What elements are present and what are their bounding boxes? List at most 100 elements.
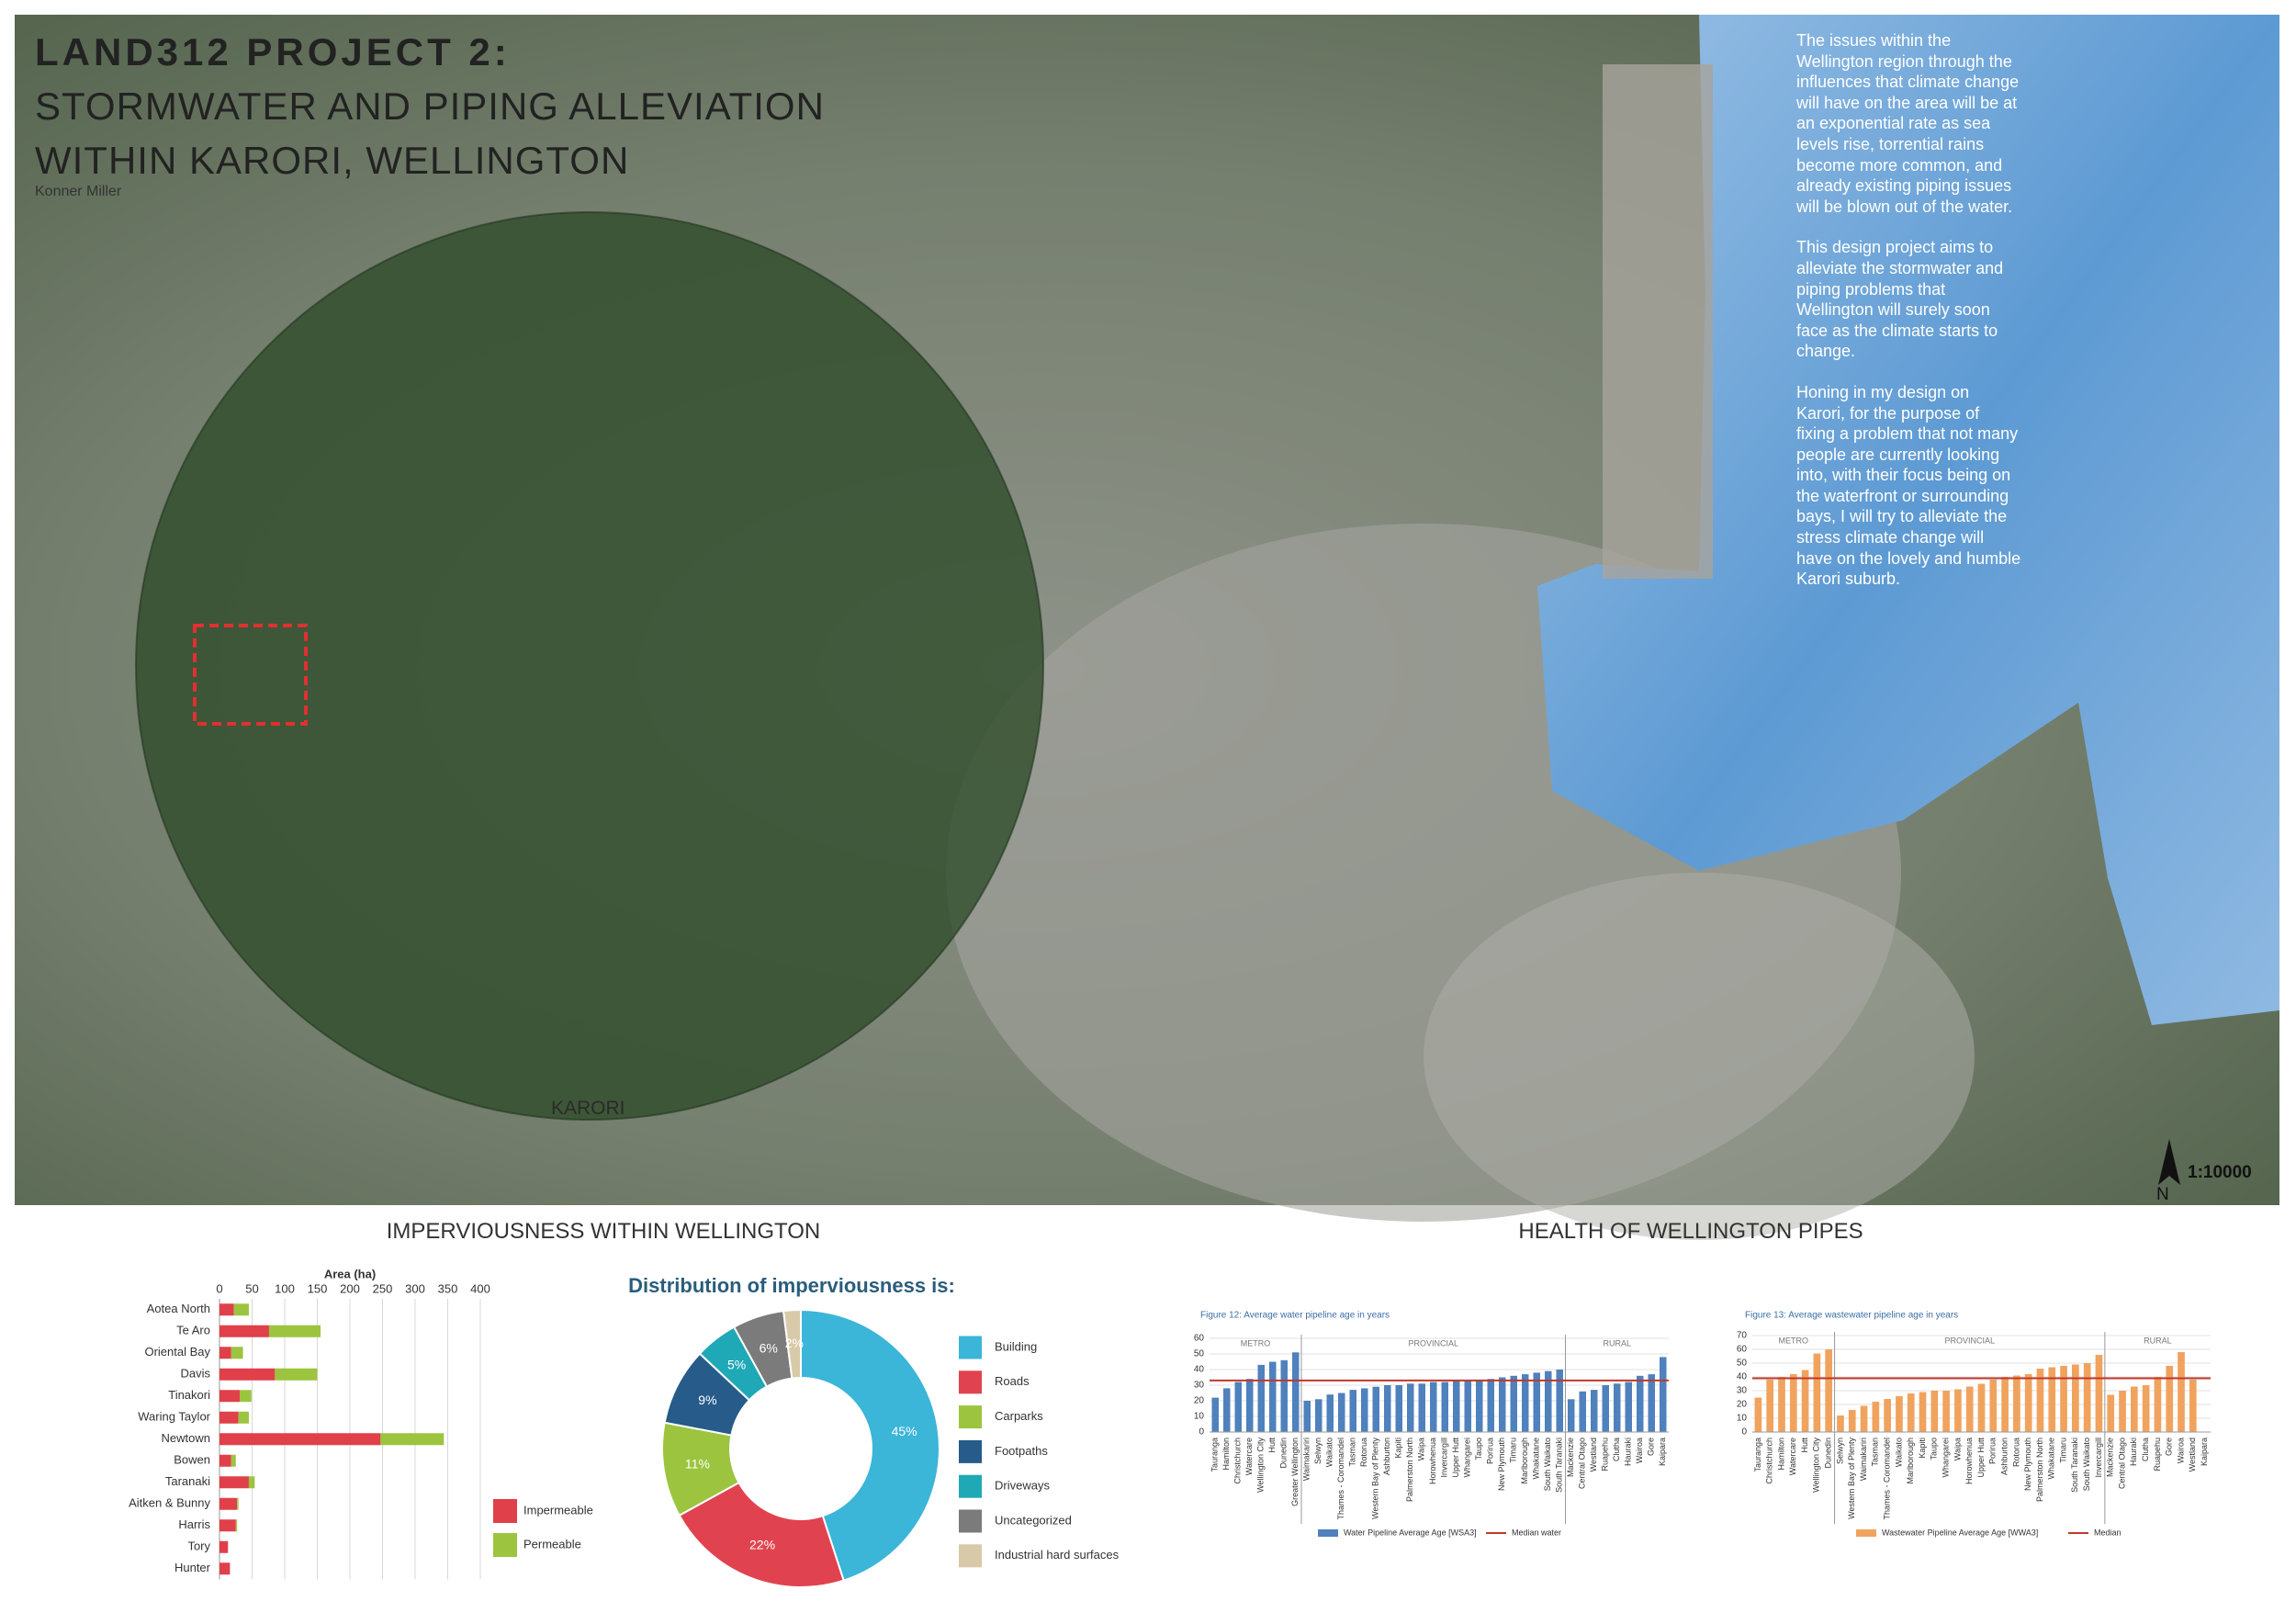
bar <box>1223 1388 1231 1432</box>
x-tick-label: Selwyn <box>1313 1438 1322 1464</box>
group-label: METRO <box>1779 1336 1809 1345</box>
y-tick-label: 60 <box>1737 1345 1748 1355</box>
donut-slice <box>800 1308 940 1582</box>
bar <box>219 1347 231 1359</box>
x-tick-label: Hutt <box>1267 1438 1277 1453</box>
bar <box>1754 1397 1762 1432</box>
chart-title: Figure 12: Average water pipeline age in… <box>1200 1311 1390 1321</box>
bar <box>1326 1394 1334 1432</box>
bar <box>2013 1375 2020 1432</box>
section-heading: HEALTH OF WELLINGTON PIPES <box>1518 1219 1863 1244</box>
x-tick-label: Marlborough <box>1520 1438 1529 1484</box>
bar <box>2095 1355 2103 1432</box>
x-tick-label: Upper Hutt <box>1976 1438 1986 1478</box>
x-tick-label: Christchurch <box>1233 1438 1243 1484</box>
bar <box>1837 1415 1844 1432</box>
x-tick-label: Hauraki <box>1624 1438 1633 1466</box>
bar <box>1789 1374 1797 1432</box>
bar <box>1430 1382 1437 1432</box>
data-label: 9% <box>698 1393 716 1407</box>
x-tick-label: Palmerston North <box>1405 1438 1414 1502</box>
bar <box>1907 1393 1915 1432</box>
bar <box>2036 1369 2044 1432</box>
x-tick-label: Whakatane <box>1532 1438 1541 1480</box>
x-tick-label: Timaru <box>2058 1438 2067 1463</box>
donut-slice <box>678 1481 845 1588</box>
place-label: KARORI <box>551 1098 625 1119</box>
legend-swatch <box>1856 1529 1876 1537</box>
bar <box>2048 1367 2056 1432</box>
x-tick-label: Invercargill <box>1440 1438 1449 1478</box>
bar <box>268 1325 321 1337</box>
x-tick-label: 350 <box>438 1281 458 1295</box>
y-tick-label: 40 <box>1194 1365 1205 1375</box>
x-tick-label: Tauranga <box>1210 1438 1220 1472</box>
y-tick-label: Aotea North <box>147 1302 210 1315</box>
x-tick-label: South Waikato <box>2082 1438 2091 1491</box>
x-tick-label: Clutha <box>1612 1438 1621 1461</box>
legend-label: Industrial hard surfaces <box>995 1548 1120 1562</box>
bar <box>1766 1380 1774 1432</box>
x-tick-label: Whangarei <box>1463 1438 1472 1478</box>
bar <box>1989 1380 1998 1432</box>
x-tick-label: Mackenzie <box>2106 1438 2115 1477</box>
x-tick-label: Horowhenua <box>1428 1438 1437 1484</box>
north-arrow <box>2158 1139 2180 1185</box>
x-tick-label: Taupo <box>1930 1438 1939 1460</box>
y-tick-label: 0 <box>1199 1427 1204 1438</box>
bar <box>1269 1361 1277 1432</box>
bar <box>2001 1377 2009 1432</box>
y-tick-label: Aitken & Bunny <box>129 1496 210 1510</box>
y-tick-label: 50 <box>1737 1359 1748 1369</box>
y-tick-label: 60 <box>1194 1334 1205 1344</box>
donut-slice <box>782 1308 802 1380</box>
x-tick-label: Hamilton <box>1776 1438 1785 1471</box>
bar <box>1625 1382 1632 1432</box>
x-tick-label: Watercare <box>1788 1438 1797 1475</box>
x-tick-label: 50 <box>245 1281 258 1295</box>
legend-swatch <box>1318 1529 1338 1537</box>
bar <box>1801 1370 1809 1432</box>
legend-label: Impermeable <box>523 1503 593 1517</box>
bar <box>1384 1385 1391 1432</box>
y-tick-label: Davis <box>180 1367 210 1381</box>
bar <box>219 1325 269 1337</box>
legend-label: Wastewater Pipeline Average Age [WWA3] <box>1882 1528 2038 1537</box>
bar <box>240 1390 252 1403</box>
bar <box>2072 1364 2079 1432</box>
y-tick-label: Waring Taylor <box>138 1410 210 1424</box>
x-tick-label: 0 <box>216 1281 222 1295</box>
bar <box>2083 1363 2091 1432</box>
x-tick-label: Invercargill <box>2094 1438 2103 1478</box>
bar <box>1510 1375 1517 1432</box>
bar <box>1441 1382 1448 1432</box>
bar <box>1234 1382 1242 1432</box>
y-tick-label: Taranaki <box>165 1474 210 1488</box>
x-tick-label: Palmerston North <box>2035 1438 2044 1502</box>
x-tick-label: Tasman <box>1871 1438 1880 1467</box>
x-tick-label: Dunedin <box>1824 1438 1833 1469</box>
subtitle: WITHIN KARORI, WELLINGTON <box>35 139 630 182</box>
bar <box>1660 1357 1667 1432</box>
legend-swatch <box>959 1439 982 1463</box>
bar <box>1872 1402 1880 1432</box>
x-tick-label: Waipa <box>1953 1438 1962 1460</box>
chart-title: Figure 13: Average wastewater pipeline a… <box>1745 1311 1958 1321</box>
x-tick-label: Wairoa <box>2176 1438 2185 1463</box>
x-tick-label: Greater Wellington <box>1290 1438 1300 1506</box>
bar <box>2189 1380 2197 1432</box>
bar <box>231 1454 236 1467</box>
x-tick-label: Marlborough <box>1906 1438 1915 1484</box>
port <box>1603 64 1713 579</box>
y-tick-label: 30 <box>1194 1381 1205 1391</box>
study-area-edge <box>135 211 1044 1121</box>
x-tick-label: Tasman <box>1348 1438 1357 1467</box>
y-tick-label: Hunter <box>174 1561 211 1574</box>
bar <box>219 1411 239 1424</box>
subtitle: STORMWATER AND PIPING ALLEVIATION <box>35 85 825 128</box>
bar <box>1848 1410 1856 1432</box>
x-tick-label: South Waikato <box>1543 1438 1552 1491</box>
bar <box>380 1433 445 1446</box>
map <box>15 15 2279 1240</box>
legend-label: Footpaths <box>995 1444 1048 1458</box>
